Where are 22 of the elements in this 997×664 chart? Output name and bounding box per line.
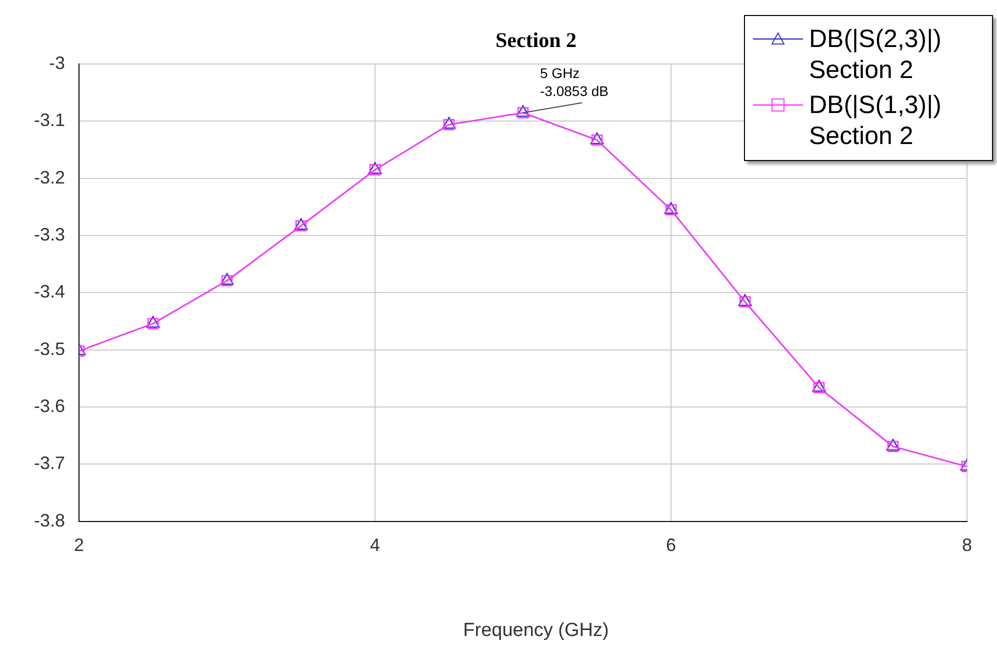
- point: [443, 119, 455, 130]
- x-tick-label: 8: [962, 535, 972, 556]
- annotation: 5 GHz -3.0853 dB: [540, 64, 609, 99]
- y-tick-label: -3.6: [34, 396, 66, 416]
- legend-label: DB(|S(1,3)|) Section 2: [809, 90, 942, 152]
- point: [813, 382, 825, 394]
- y-tick-label: -3.8: [34, 510, 66, 530]
- y-tick-label: -3.1: [34, 110, 66, 130]
- chart-title: Section 2: [495, 28, 577, 52]
- y-tick-label: -3: [49, 52, 66, 73]
- x-tick-label: 4: [370, 535, 380, 556]
- x-axis-title: Frequency (GHz): [462, 620, 610, 642]
- x-tick-label: 6: [666, 535, 676, 556]
- point: [812, 380, 826, 392]
- y-tick-label: -3.4: [34, 282, 66, 302]
- y-tick-label: -3.3: [34, 224, 66, 244]
- legend-label: DB(|S(2,3)|) Section 2: [809, 24, 942, 86]
- x-tick-label: 2: [74, 535, 84, 556]
- point: [442, 116, 456, 129]
- y-tick-label: -3.7: [34, 453, 66, 474]
- y-tick-label: -3.5: [34, 338, 66, 359]
- y-tick-label: -3.2: [34, 167, 66, 188]
